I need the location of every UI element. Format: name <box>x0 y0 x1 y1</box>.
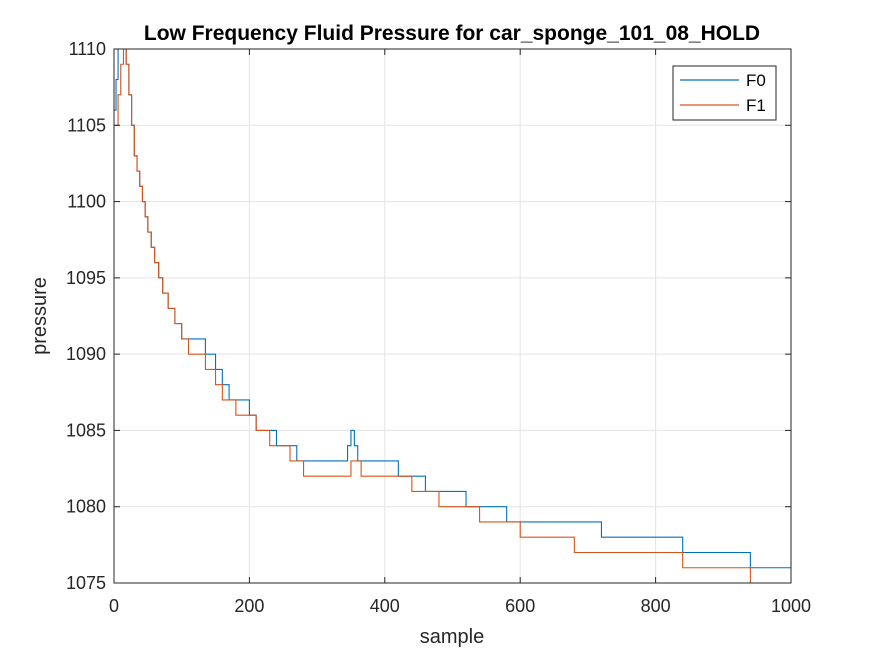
axis-ticks <box>113 48 792 584</box>
series-layer <box>114 49 791 583</box>
legend-label-f1: F1 <box>746 96 766 115</box>
x-tick-label: 200 <box>234 596 264 616</box>
chart-title: Low Frequency Fluid Pressure for car_spo… <box>144 22 760 45</box>
x-tick-label: 0 <box>109 596 119 616</box>
x-tick-label: 1000 <box>771 596 811 616</box>
x-tick-label: 600 <box>505 596 535 616</box>
plot-frame <box>113 48 792 584</box>
legend-label-f0: F0 <box>746 71 766 90</box>
y-axis-title: pressure <box>29 277 51 355</box>
series-line-f1 <box>114 49 791 583</box>
y-tick-label: 1090 <box>66 344 106 364</box>
x-axis-title: sample <box>420 626 484 648</box>
x-tick-label: 400 <box>370 596 400 616</box>
legend: F0 F1 <box>672 65 777 121</box>
x-tick-label: 800 <box>641 596 671 616</box>
y-tick-label: 1080 <box>66 497 106 517</box>
y-tick-label: 1085 <box>66 420 106 440</box>
y-tick-label: 1100 <box>67 192 106 212</box>
y-tick-label: 1105 <box>67 115 106 135</box>
y-tick-label: 1095 <box>66 268 106 288</box>
y-tick-label: 1110 <box>69 39 106 59</box>
tick-labels: 0 200 400 600 800 1000 1075 1080 1085 1090 1095 110… <box>66 39 811 616</box>
plot-area <box>114 49 791 583</box>
legend-box <box>672 65 777 121</box>
y-tick-label: 1075 <box>66 573 106 593</box>
